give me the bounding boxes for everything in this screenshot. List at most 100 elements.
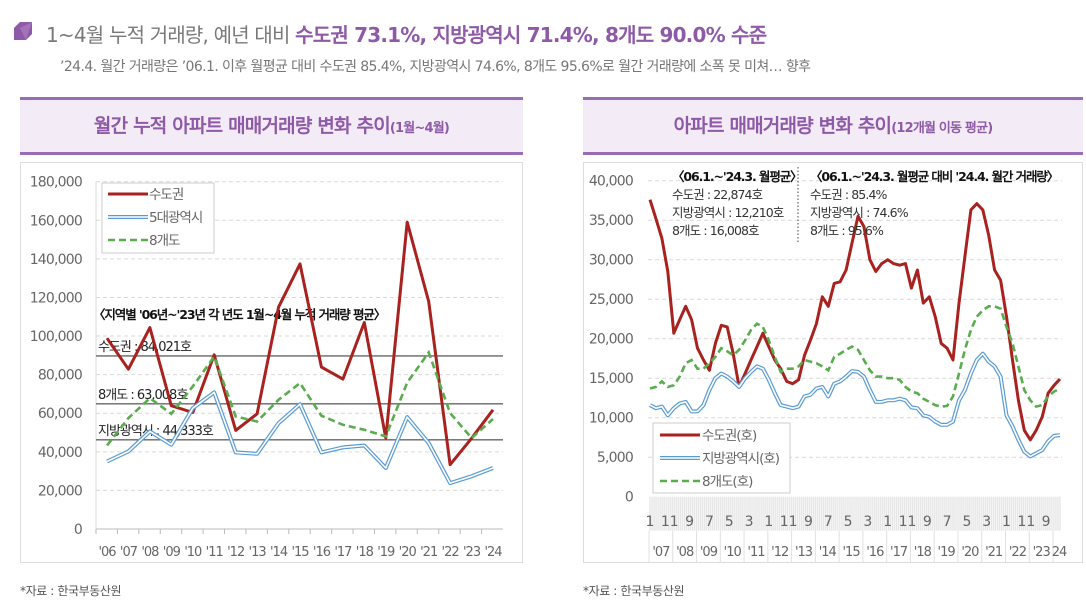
right-month-tick-label: 9: [685, 514, 694, 530]
left-x-tick-label: '17: [334, 545, 352, 560]
right-panel-title-text: 아파트 매매거래량 변화 추이: [673, 115, 892, 137]
left-x-tick-label: '24: [484, 545, 502, 560]
left-legend-label: 수도권: [149, 187, 184, 203]
left-source-note: *자료 : 한국부동산원: [20, 584, 122, 598]
right-annotation-line: 지방광역시 : 12,210호: [672, 205, 784, 220]
right-month-tick-label: 3: [863, 514, 872, 530]
right-year-tick-label: '21: [985, 545, 1003, 560]
title-highlight: 수도권 73.1%, 지방광역시 71.4%, 8개도 90.0% 수준: [295, 23, 767, 47]
right-month-tick-label: 5: [962, 514, 971, 530]
right-series-line-0: [648, 199, 1062, 442]
right-year-tick-label: '17: [890, 545, 908, 560]
right-month-tick-label: 7: [824, 514, 833, 530]
right-month-tick-label: 11: [1017, 514, 1035, 530]
left-x-tick-label: '06: [98, 545, 116, 560]
right-annotation-line: 8개도 : 95.6%: [810, 223, 884, 238]
right-year-tick-label: '19: [938, 545, 956, 560]
right-year-tick-label: '08: [676, 545, 694, 560]
right-y-tick-label: 30,000: [589, 253, 633, 269]
right-month-tick-label: 9: [1042, 514, 1051, 530]
right-legend-label: 수도권(호): [702, 428, 757, 444]
right-y-tick-label: 40,000: [589, 174, 633, 190]
left-y-tick-label: 100,000: [30, 329, 82, 345]
right-month-tick-label: 1: [1002, 514, 1011, 530]
purple-folded-square-icon: [14, 22, 32, 40]
right-annotation-line: 수도권 : 85.4%: [810, 187, 887, 202]
left-y-tick-label: 120,000: [30, 290, 82, 306]
left-y-tick-label: 40,000: [38, 445, 82, 461]
right-legend-label: 8개도(호): [702, 474, 753, 490]
left-x-tick-label: '20: [399, 545, 417, 560]
left-x-tick-label: '18: [356, 545, 374, 560]
page-title: 1~4월 누적 거래량, 예년 대비 수도권 73.1%, 지방광역시 71.4…: [46, 19, 767, 48]
left-x-tick-label: '19: [377, 545, 395, 560]
right-panel-subtitle: (12개월 이동 평균): [891, 121, 993, 136]
reference-line-label: 8개도 : 63,008호: [98, 388, 188, 403]
right-month-tick-label: 11: [899, 514, 917, 530]
right-month-tick-label: 5: [725, 514, 734, 530]
reference-line-label: 지방광역시 : 44,333호: [98, 424, 214, 439]
right-year-tick-label: '07: [652, 545, 670, 560]
right-annotation-line: 수도권 : 22,874호: [672, 187, 763, 202]
left-panel-subtitle: (1월~4월): [389, 121, 450, 136]
right-annotation-line: 8개도 : 16,008호: [672, 223, 759, 238]
left-x-tick-label: '09: [163, 545, 181, 560]
right-year-tick-label: '11: [747, 545, 765, 560]
right-year-tick-label: 24: [1052, 545, 1067, 560]
left-x-tick-label: '13: [249, 545, 267, 560]
left-series-group: [105, 220, 495, 486]
right-annotation-line: 지방광역시 : 74.6%: [810, 205, 909, 220]
left-y-tick-label: 180,000: [30, 175, 82, 191]
right-y-tick-label: 35,000: [589, 213, 633, 229]
left-legend-label: 5대광역시: [149, 210, 202, 226]
left-legend-label: 8개도: [149, 233, 180, 249]
right-year-tick-label: '18: [914, 545, 932, 560]
left-x-tick-label: '07: [120, 545, 138, 560]
right-month-tick-label: 7: [943, 514, 952, 530]
right-month-tick-label: 9: [923, 514, 932, 530]
right-year-tick-label: '10: [724, 545, 742, 560]
right-year-tick-label: '16: [866, 545, 884, 560]
right-month-tick-label: 1: [646, 514, 655, 530]
left-x-tick-label: '22: [442, 545, 459, 560]
right-month-tick-label: 3: [745, 514, 754, 530]
left-panel-title-text: 월간 누적 아파트 매매거래량 변화 추이: [93, 115, 391, 137]
right-series-group: [648, 199, 1062, 459]
title-plain: 1~4월 누적 거래량, 예년 대비: [46, 23, 296, 47]
right-y-tick-label: 25,000: [589, 292, 633, 308]
right-year-tick-label: '12: [771, 545, 788, 560]
left-y-tick-label: 160,000: [30, 213, 82, 229]
left-y-tick-label: 0: [74, 522, 82, 538]
left-panel-title: 월간 누적 아파트 매매거래량 변화 추이(1월~4월): [20, 97, 523, 155]
left-annotation-title: 〈지역별 '06년~'23년 각 년도 1월~4월 누적 거래량 평균〉: [93, 307, 385, 322]
left-y-tick-label: 80,000: [38, 368, 82, 384]
left-x-tick-label: '21: [420, 545, 438, 560]
left-y-tick-label: 20,000: [38, 483, 82, 499]
right-series-line-1-inner: [649, 352, 1061, 458]
right-month-tick-label: 3: [982, 514, 991, 530]
left-chart-frame: [20, 162, 523, 563]
right-panel-title: 아파트 매매거래량 변화 추이(12개월 이동 평균): [583, 97, 1083, 155]
right-year-tick-label: '23: [1033, 545, 1051, 560]
left-series-line-2: [105, 349, 494, 447]
reference-line-label: 수도권 : 84,021호: [98, 340, 192, 355]
left-x-tick-label: '14: [270, 545, 288, 560]
right-y-tick-label: 10,000: [589, 411, 633, 427]
left-x-tick-label: '15: [291, 545, 309, 560]
left-x-tick-label: '10: [184, 545, 202, 560]
right-year-tick-label: '22: [1009, 545, 1026, 560]
right-year-tick-label: '09: [700, 545, 718, 560]
right-year-tick-label: '20: [961, 545, 979, 560]
right-year-tick-label: '15: [842, 545, 860, 560]
right-legend-label: 지방광역시(호): [702, 451, 780, 467]
right-y-tick-label: 5,000: [597, 450, 633, 466]
left-y-tick-label: 60,000: [38, 406, 82, 422]
left-x-tick-label: '11: [206, 545, 224, 560]
left-x-tick-label: '08: [141, 545, 159, 560]
left-x-tick-label: '16: [313, 545, 331, 560]
right-month-tick-label: 9: [804, 514, 813, 530]
right-year-tick-label: '13: [795, 545, 813, 560]
right-month-tick-label: 11: [780, 514, 798, 530]
right-month-tick-label: 1: [883, 514, 892, 530]
